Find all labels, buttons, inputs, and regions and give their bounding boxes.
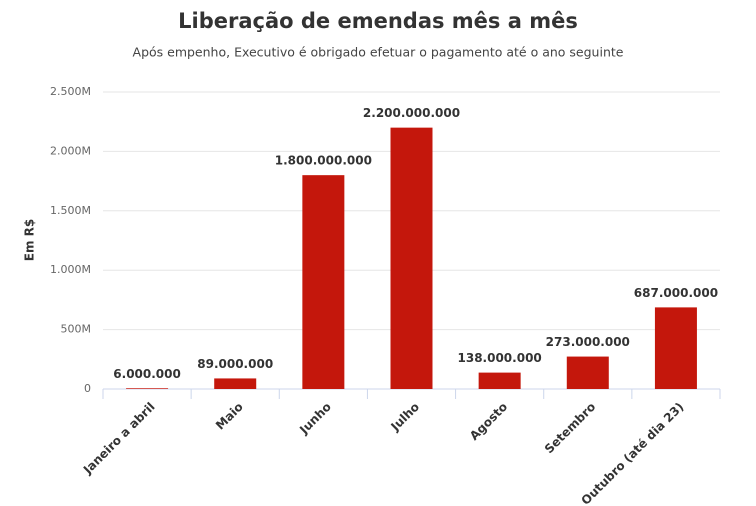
bar	[126, 388, 169, 389]
x-tick-label: Janeiro a abril	[80, 400, 158, 478]
y-axis-label: Em R$	[23, 219, 37, 261]
x-tick-label: Outubro (até dia 23)	[579, 400, 687, 506]
value-label: 89.000.000	[197, 357, 273, 371]
y-tick-label: 2.000M	[50, 144, 91, 157]
value-label: 6.000.000	[113, 367, 181, 381]
y-tick-label: 1.000M	[50, 263, 91, 276]
value-label: 1.800.000.000	[275, 154, 372, 168]
value-label: 687.000.000	[634, 286, 718, 300]
bar	[654, 307, 697, 389]
value-label: 138.000.000	[458, 351, 542, 365]
bar	[478, 372, 521, 389]
x-tick-label: Junho	[296, 400, 334, 438]
value-label: 2.200.000.000	[363, 106, 460, 120]
bar	[566, 356, 609, 389]
chart-title: Liberação de emendas mês a mês	[178, 9, 578, 33]
value-label: 273.000.000	[546, 335, 630, 349]
x-tick-label: Maio	[213, 400, 246, 433]
y-tick-label: 2.500M	[50, 85, 91, 98]
chart-subtitle: Após empenho, Executivo é obrigado efetu…	[133, 45, 624, 60]
bar	[302, 175, 345, 389]
x-tick-label: Julho	[388, 400, 423, 435]
y-tick-label: 500M	[61, 323, 92, 336]
x-tick-label: Agosto	[467, 400, 510, 443]
x-tick-label: Setembro	[542, 400, 599, 457]
y-tick-label: 0	[84, 382, 91, 395]
y-tick-label: 1.500M	[50, 204, 91, 217]
bar	[390, 127, 433, 389]
bar	[214, 378, 257, 389]
